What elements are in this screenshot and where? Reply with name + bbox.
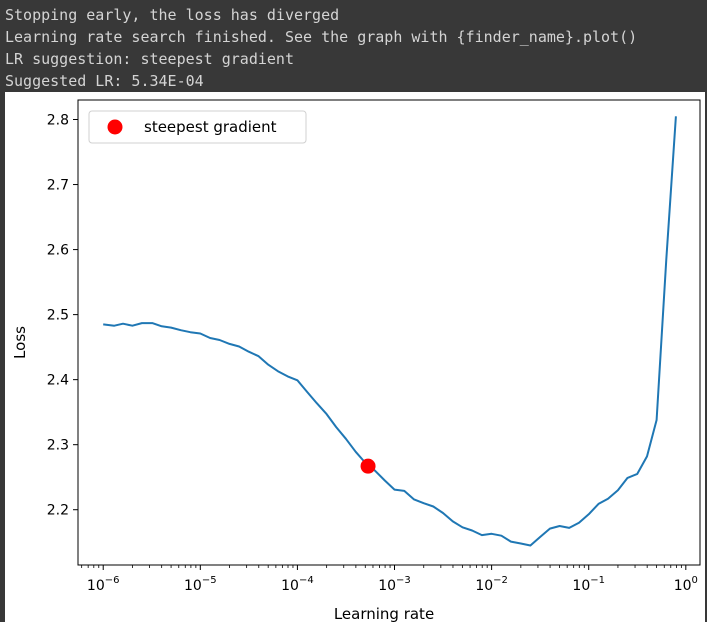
console-line-1: Stopping early, the loss has diverged <box>5 6 340 24</box>
y-tick-label: 2.3 <box>47 438 69 454</box>
y-tick-label: 2.5 <box>47 308 69 324</box>
legend: steepest gradient <box>88 110 307 144</box>
x-tick-label: 10−5 <box>184 575 217 594</box>
x-tick-label: 10−4 <box>281 575 314 594</box>
legend-label: steepest gradient <box>144 118 277 136</box>
console-line-2: Learning rate search finished. See the g… <box>5 28 638 46</box>
y-tick-label: 2.2 <box>47 503 69 519</box>
output-gutter-right <box>705 92 707 622</box>
x-tick-label: 10−6 <box>87 575 120 594</box>
y-tick-label: 2.7 <box>47 178 69 194</box>
y-axis-label: Loss <box>11 326 29 359</box>
x-tick-label: 100 <box>674 575 698 594</box>
axes-frame <box>77 99 701 566</box>
output-gutter <box>0 92 5 622</box>
x-tick-label: 10−2 <box>475 575 508 594</box>
lr-finder-chart: 2.2 2.3 2.4 2.5 2.6 2.7 2.8 10−6 10−5 10−4 10−3 10−… <box>11 99 701 622</box>
y-tick-label: 2.8 <box>47 113 69 129</box>
console-line-4: Suggested LR: 5.34E-04 <box>5 72 204 90</box>
x-tick-label: 10−1 <box>572 575 605 594</box>
x-tick-label: 10−3 <box>378 575 411 594</box>
legend-box <box>88 110 307 144</box>
console-line-3: LR suggestion: steepest gradient <box>5 50 294 68</box>
console-output: Stopping early, the loss has diverged Le… <box>0 0 707 92</box>
x-axis-label: Learning rate <box>334 605 434 622</box>
loss-curve-0 <box>103 116 677 547</box>
y-tick-label: 2.6 <box>47 243 69 259</box>
legend-marker <box>107 119 123 135</box>
plot-panel: 2.2 2.3 2.4 2.5 2.6 2.7 2.8 10−6 10−5 10−4 10−3 10−… <box>5 92 705 622</box>
y-tick-label: 2.4 <box>47 373 69 389</box>
suggestion-marker-0 <box>360 458 376 474</box>
